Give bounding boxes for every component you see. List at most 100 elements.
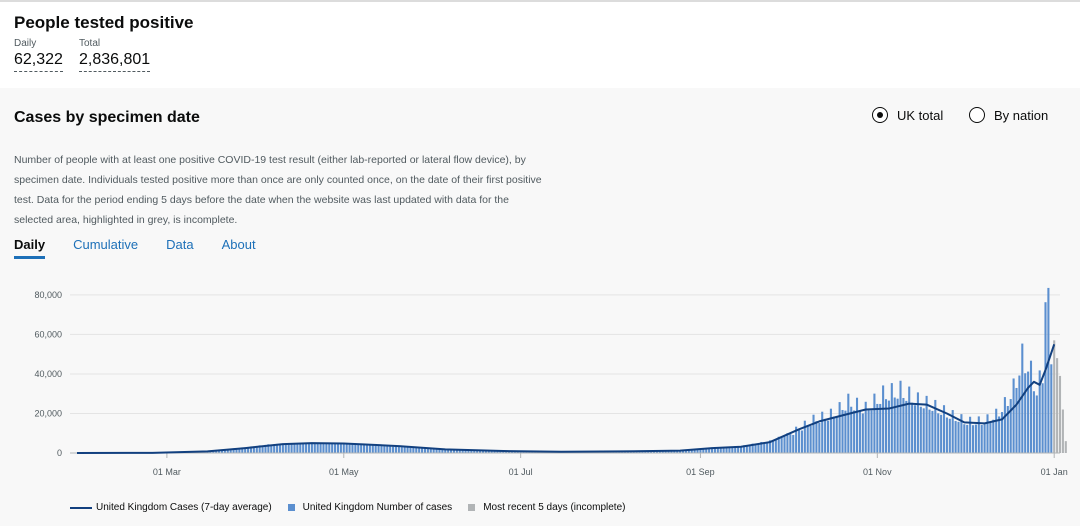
case-bar <box>429 448 432 453</box>
case-bar <box>838 402 841 453</box>
incomplete-bar <box>1061 409 1064 453</box>
case-bar <box>247 447 250 453</box>
case-bar <box>960 414 963 453</box>
incomplete-bar <box>1058 375 1062 453</box>
case-bar <box>409 447 412 453</box>
legend-bar-swatch <box>287 504 295 511</box>
case-bar <box>235 448 238 453</box>
x-tick-label: 01 May <box>329 467 359 477</box>
case-bar <box>757 443 760 453</box>
case-bar <box>412 447 415 453</box>
case-bar <box>783 436 786 453</box>
incomplete-bar <box>1056 358 1059 453</box>
legend-label-incomplete: Most recent 5 days (incomplete) <box>483 502 626 513</box>
case-bar <box>264 444 267 453</box>
case-bar <box>400 447 403 453</box>
case-bar <box>896 398 899 453</box>
case-bar <box>241 447 244 453</box>
case-bar <box>652 451 656 453</box>
tab-data[interactable]: Data <box>166 237 194 252</box>
case-bar <box>342 443 345 453</box>
case-bar <box>476 450 479 453</box>
case-bar <box>473 450 476 453</box>
case-bar <box>328 442 331 453</box>
legend-item-incomplete[interactable]: Most recent 5 days (incomplete) <box>468 502 625 513</box>
daily-value[interactable]: 62,322 <box>14 51 63 72</box>
case-bar <box>363 444 366 453</box>
chart-description: Number of people with at least one posit… <box>14 154 542 226</box>
case-bar <box>850 406 853 453</box>
case-bar <box>998 416 1001 453</box>
case-bar <box>432 448 435 453</box>
radio-uk-total-indicator[interactable] <box>872 107 888 123</box>
legend-item-cases[interactable]: United Kingdom Number of cases <box>287 502 453 513</box>
cases-chart: 0 20,000 40,000 60,000 80,000 01 Mar 01 May 01 … <box>34 287 1068 477</box>
total-value[interactable]: 2,836,801 <box>79 51 151 72</box>
case-bar <box>1015 387 1018 453</box>
incomplete-bar <box>1064 441 1067 453</box>
case-bar <box>336 443 340 453</box>
case-bar <box>1021 343 1024 453</box>
case-bar <box>766 442 769 453</box>
case-bar <box>699 448 702 453</box>
case-bar <box>278 444 282 453</box>
case-bar <box>461 450 464 453</box>
case-bar <box>905 400 908 453</box>
case-bar <box>792 434 795 453</box>
case-bar <box>824 418 827 453</box>
case-bar <box>995 408 998 453</box>
chart-legend: United Kingdom Cases (7-day average) Uni… <box>70 502 641 513</box>
case-bar <box>1009 399 1012 453</box>
legend-label-cases: United Kingdom Number of cases <box>302 502 453 513</box>
case-bar <box>867 410 870 453</box>
case-bar <box>734 446 737 453</box>
case-bar <box>1003 397 1006 453</box>
case-bar <box>855 397 859 453</box>
case-bar <box>739 446 743 453</box>
case-bar <box>479 450 482 453</box>
case-bar <box>913 405 917 453</box>
tab-cumulative[interactable]: Cumulative <box>73 237 139 252</box>
case-bar <box>980 425 983 453</box>
case-bar <box>1050 364 1053 453</box>
case-bar <box>380 445 383 453</box>
case-bar <box>374 445 377 453</box>
case-bar <box>887 400 890 453</box>
case-bar <box>281 443 284 453</box>
case-bar <box>742 445 745 453</box>
daily-label: Daily <box>14 38 37 49</box>
case-bar <box>261 445 264 453</box>
tab-daily[interactable]: Daily <box>14 237 46 259</box>
case-bar <box>223 449 226 453</box>
summary-header: People tested positive Daily 62,322 Tota… <box>0 2 1080 88</box>
case-bar <box>423 448 427 453</box>
case-bar <box>1029 360 1033 453</box>
case-bar <box>751 443 754 453</box>
case-bar <box>226 449 229 453</box>
case-bar <box>818 422 821 453</box>
radio-by-nation[interactable]: By nation <box>969 107 1048 123</box>
legend-item-average[interactable]: United Kingdom Cases (7-day average) <box>70 502 272 513</box>
case-bar <box>661 451 664 453</box>
case-bar <box>325 442 328 453</box>
radio-uk-total[interactable]: UK total <box>872 107 943 123</box>
case-bar <box>786 433 789 453</box>
case-bar <box>937 413 940 453</box>
case-bar <box>916 392 919 453</box>
case-bar <box>455 449 458 453</box>
case-bar <box>861 413 864 453</box>
case-bar <box>232 448 235 453</box>
radio-by-nation-indicator[interactable] <box>969 107 985 123</box>
total-metric: Total 2,836,801 <box>79 38 151 72</box>
case-bar <box>763 442 766 453</box>
case-bar <box>481 450 485 453</box>
case-bar <box>493 450 496 453</box>
case-bar <box>835 417 838 453</box>
case-bar <box>728 446 731 453</box>
case-bar <box>249 446 253 453</box>
case-bar <box>345 443 348 453</box>
case-bar <box>273 444 276 453</box>
tab-about[interactable]: About <box>221 237 256 252</box>
case-bar <box>690 449 693 453</box>
case-bar <box>386 445 389 453</box>
